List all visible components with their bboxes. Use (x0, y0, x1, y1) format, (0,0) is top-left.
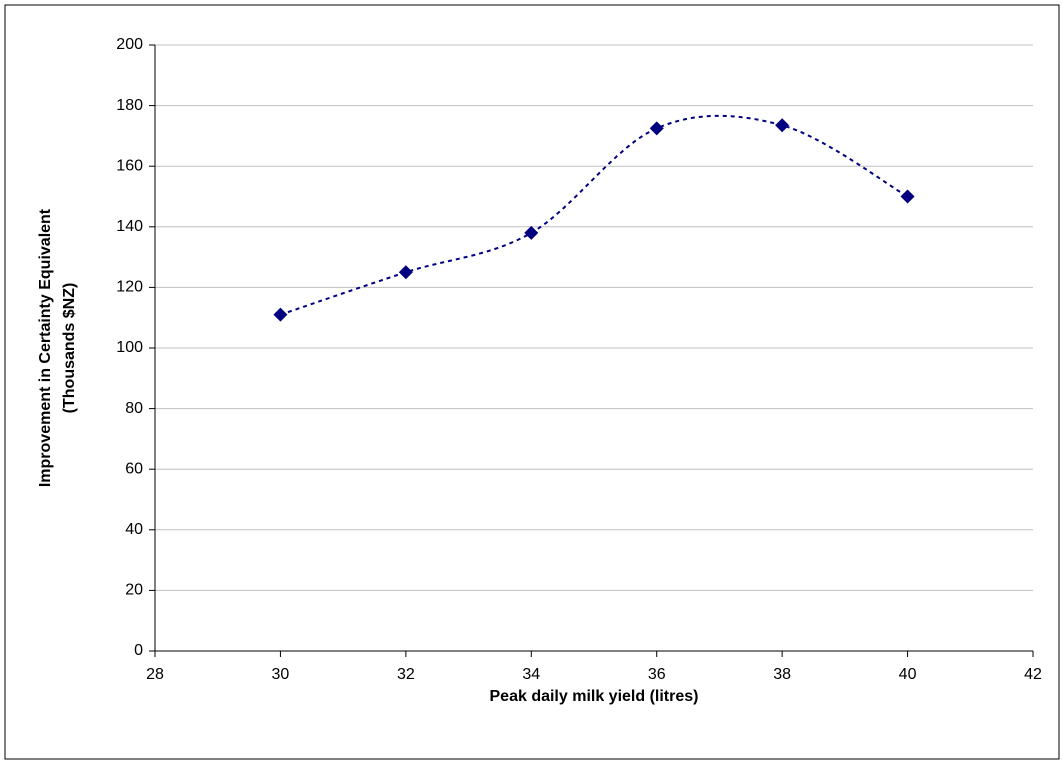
point (775, 118, 790, 133)
y-tick-label: 200 (116, 36, 143, 53)
y-tick-label: 60 (125, 460, 143, 477)
y-tick-label: 180 (116, 97, 143, 114)
x-tick-label: 32 (397, 666, 415, 683)
x-tick-label: 30 (272, 666, 290, 683)
trend-line (280, 114, 909, 316)
chart-border (4, 4, 1060, 760)
y-tick-label: 120 (116, 279, 143, 296)
y-tick-label: 100 (116, 339, 143, 356)
x-tick-label: 42 (1024, 666, 1042, 683)
x-axis-label: Peak daily milk yield (litres) (490, 688, 699, 705)
x-tick-label: 34 (522, 666, 540, 683)
x-tick-label: 28 (146, 666, 164, 683)
point (524, 225, 539, 240)
point (398, 265, 413, 280)
y-tick-label: 0 (134, 642, 143, 659)
y-tick-label: 160 (116, 157, 143, 174)
x-tick-label: 38 (773, 666, 791, 683)
y-tick-label: 80 (125, 400, 143, 417)
y-tick-label: 140 (116, 218, 143, 235)
y-tick-label: 20 (125, 582, 143, 599)
x-tick-label: 36 (648, 666, 666, 683)
x-tick-label: 40 (899, 666, 917, 683)
point (649, 121, 664, 136)
point (900, 189, 915, 204)
y-axis-label: (Thousands $NZ) (61, 283, 78, 414)
point (273, 307, 288, 322)
y-tick-label: 40 (125, 521, 143, 538)
y-axis-label: Improvement in Certainty Equivalent (37, 208, 54, 487)
